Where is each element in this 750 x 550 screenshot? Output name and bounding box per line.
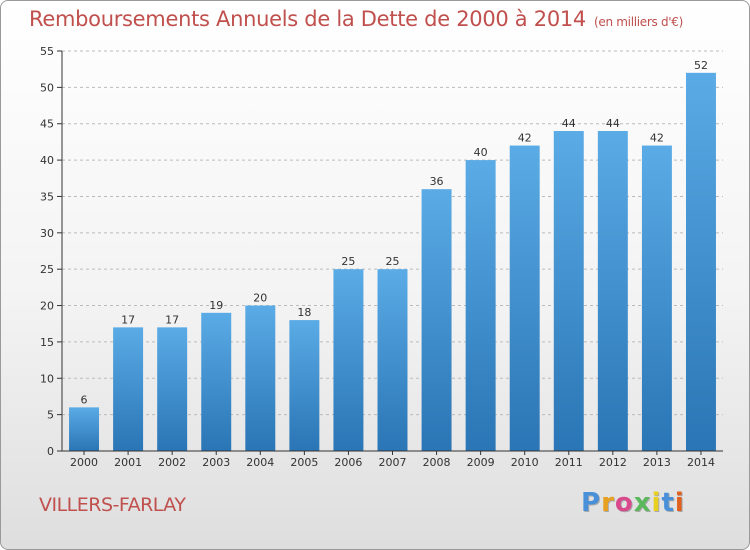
bars	[69, 72, 716, 452]
chart-subtitle: (en milliers d'€)	[594, 15, 684, 29]
y-tick-label: 15	[40, 336, 54, 349]
x-tick-label: 2000	[70, 456, 98, 469]
data-label: 18	[297, 306, 311, 319]
y-tick-label: 0	[47, 445, 54, 458]
x-tick-label: 2002	[158, 456, 186, 469]
logo-letter: r	[601, 488, 615, 518]
bar	[641, 145, 672, 451]
x-tick-label: 2001	[114, 456, 142, 469]
logo-letter: i	[674, 488, 685, 518]
x-tick-label: 2008	[423, 456, 451, 469]
proxiti-logo: Proxiti	[581, 488, 685, 518]
y-tick-label: 45	[40, 118, 54, 131]
bar	[421, 189, 452, 451]
y-tick-label: 25	[40, 263, 54, 276]
x-tick-label: 2005	[290, 456, 318, 469]
y-tick-label: 10	[40, 372, 54, 385]
logo-letter: P	[581, 488, 602, 518]
x-tick-label: 2003	[202, 456, 230, 469]
bar	[245, 305, 276, 451]
data-label: 44	[562, 117, 576, 130]
data-label: 42	[650, 132, 664, 145]
data-label: 52	[694, 59, 708, 72]
x-tick-label: 2012	[599, 456, 627, 469]
data-label: 44	[606, 117, 620, 130]
chart-title: Remboursements Annuels de la Dette de 20…	[29, 7, 683, 31]
x-tick-label: 2009	[467, 456, 495, 469]
data-label: 17	[121, 313, 135, 326]
x-tick-label: 2014	[687, 456, 715, 469]
bar	[377, 269, 408, 451]
data-label: 40	[474, 146, 488, 159]
y-tick-label: 20	[40, 300, 54, 313]
bar	[509, 145, 540, 451]
bar	[333, 269, 364, 451]
commune-name: VILLERS-FARLAY	[39, 494, 186, 516]
bar	[685, 72, 716, 452]
y-tick-label: 5	[47, 409, 54, 422]
bar	[113, 327, 144, 451]
x-tick-label: 2004	[246, 456, 274, 469]
y-tick-label: 30	[40, 227, 54, 240]
y-tick-label: 50	[40, 81, 54, 94]
data-label: 25	[386, 255, 400, 268]
x-tick-label: 2011	[555, 456, 583, 469]
logo-letter: o	[614, 488, 634, 518]
logo-letter: i	[651, 488, 662, 518]
x-tick-label: 2007	[379, 456, 407, 469]
y-tick-label: 55	[40, 45, 54, 58]
bar	[201, 312, 232, 451]
bar	[465, 160, 496, 451]
data-label: 17	[165, 313, 179, 326]
y-tick-label: 40	[40, 154, 54, 167]
bar	[553, 131, 584, 451]
data-label: 6	[81, 393, 88, 406]
data-label: 42	[518, 132, 532, 145]
data-label: 19	[209, 299, 223, 312]
bar	[289, 320, 320, 451]
y-tick-label: 35	[40, 190, 54, 203]
bar	[69, 407, 100, 451]
labels: 0 5 10 15 20 25 30 35 40 45 50 55 6 2000 17 2001 17 2002 1…	[40, 45, 715, 469]
axes	[57, 50, 723, 455]
bar	[157, 327, 188, 451]
data-label: 20	[253, 292, 267, 305]
data-label: 36	[430, 175, 444, 188]
x-tick-label: 2006	[334, 456, 362, 469]
x-tick-label: 2013	[643, 456, 671, 469]
x-tick-label: 2010	[511, 456, 539, 469]
chart-title-text: Remboursements Annuels de la Dette de 20…	[29, 7, 586, 31]
logo-letter: x	[633, 488, 652, 518]
logo-letter: t	[661, 488, 675, 518]
bar	[597, 131, 628, 451]
data-label: 25	[341, 255, 355, 268]
